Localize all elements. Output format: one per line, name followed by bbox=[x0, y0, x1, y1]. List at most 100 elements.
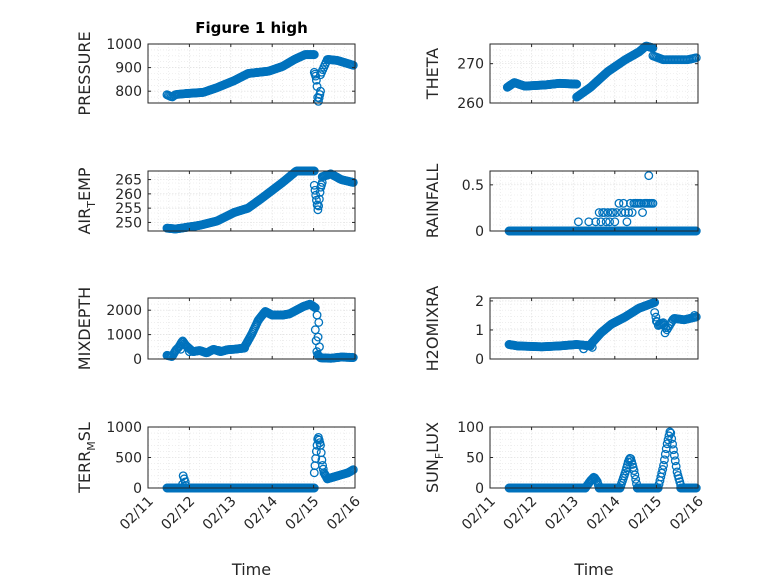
mixdepth-point bbox=[314, 317, 324, 327]
mixdepth-point bbox=[214, 346, 224, 355]
terrmsl-x-tick-label: 02/14 bbox=[241, 493, 281, 533]
h2omixra-axes-border bbox=[489, 297, 699, 360]
airtemp-point bbox=[312, 200, 322, 210]
pressure-axes: 800 900 1000 Figure 1 high PRESSURE bbox=[75, 19, 358, 116]
sunflux-y-label-rest: LUX bbox=[423, 422, 442, 453]
theta-axes-border bbox=[489, 43, 699, 104]
sunflux-point bbox=[670, 456, 680, 466]
sunflux-point bbox=[629, 466, 639, 476]
sunflux-point bbox=[631, 474, 641, 484]
airtemp-y-tick-label: 255 bbox=[115, 201, 142, 217]
h2omixra-point bbox=[650, 308, 660, 317]
h2omixra-series bbox=[504, 297, 701, 354]
terrmsl-x-tick-label: 02/16 bbox=[324, 493, 364, 533]
rainfall-point bbox=[617, 208, 627, 217]
sunflux-x-axis-label: Time bbox=[573, 560, 613, 579]
sunflux-point bbox=[658, 465, 668, 474]
sunflux-point bbox=[669, 450, 679, 460]
rainfall-point bbox=[610, 217, 620, 227]
sunflux-x-tick-label: 02/16 bbox=[667, 493, 707, 533]
terrmsl-x-tick-label: 02/11 bbox=[117, 494, 157, 534]
mixdepth-y-tick-label: 2000 bbox=[106, 303, 142, 319]
sunflux-x-tick-label: 02/13 bbox=[542, 494, 582, 534]
sunflux-y-tick-label: 50 bbox=[466, 451, 484, 467]
theta-axes: 260 270 THETA bbox=[423, 41, 701, 112]
pressure-point bbox=[315, 90, 325, 100]
pressure-y-tick-label: 1000 bbox=[106, 37, 142, 53]
terrmsl-point bbox=[311, 446, 321, 456]
mixdepth-y-axis-label: MIXDEPTH bbox=[75, 287, 94, 370]
pressure-axes-border bbox=[147, 43, 356, 104]
airtemp-point bbox=[314, 201, 324, 211]
terrmsl-y-tick-label: 500 bbox=[115, 451, 142, 467]
terrmsl-y-label-sub: M bbox=[85, 441, 98, 451]
terrmsl-y-label-rest: SL bbox=[75, 422, 94, 441]
rainfall-point bbox=[644, 171, 654, 181]
h2omixra-point bbox=[660, 328, 670, 338]
airtemp-y-label-main: AIR bbox=[75, 208, 94, 235]
mixdepth-axes-border bbox=[147, 297, 356, 360]
pressure-point bbox=[313, 96, 323, 106]
rainfall-point bbox=[636, 198, 646, 208]
terrmsl-y-label-main: TERR bbox=[75, 451, 94, 494]
pressure-series bbox=[162, 50, 358, 106]
rainfall-y-tick-label: 0 bbox=[475, 224, 484, 240]
theta-y-axis-label: THETA bbox=[423, 48, 442, 100]
airtemp-point bbox=[313, 205, 323, 215]
rainfall-y-label-main: RAINFALL bbox=[423, 164, 442, 239]
pressure-title: Figure 1 high bbox=[195, 19, 308, 37]
rainfall-point bbox=[596, 217, 606, 227]
rainfall-point bbox=[605, 217, 615, 227]
sunflux-point bbox=[669, 445, 678, 455]
sunflux-y-label-sub: F bbox=[433, 453, 446, 459]
sunflux-x-tick-label: 02/14 bbox=[584, 493, 624, 533]
rainfall-point bbox=[624, 208, 634, 217]
sunflux-point bbox=[660, 449, 670, 459]
rainfall-point bbox=[648, 198, 658, 208]
theta-y-tick-label: 270 bbox=[457, 57, 484, 73]
airtemp-y-tick-label: 265 bbox=[115, 173, 142, 189]
pressure-point bbox=[314, 93, 324, 103]
airtemp-y-label-rest: EMP bbox=[75, 167, 94, 201]
rainfall-point bbox=[619, 198, 628, 208]
airtemp-y-tick-label: 260 bbox=[115, 187, 142, 203]
sunflux-x-tick-label: 02/15 bbox=[625, 494, 665, 534]
rainfall-point bbox=[601, 217, 611, 227]
terrmsl-y-axis-label: TERRMSL bbox=[75, 422, 98, 494]
theta-point bbox=[572, 79, 582, 89]
rainfall-point bbox=[638, 208, 647, 217]
pressure-y-tick-label: 900 bbox=[115, 61, 142, 77]
terrmsl-x-tick-label: 02/13 bbox=[200, 494, 240, 534]
h2omixra-point bbox=[691, 312, 701, 322]
pressure-y-tick-label: 800 bbox=[115, 84, 142, 100]
sunflux-x-tick-label: 02/11 bbox=[459, 494, 499, 534]
sunflux-point bbox=[662, 439, 672, 449]
rainfall-axes-border bbox=[489, 170, 699, 232]
mixdepth-point bbox=[315, 342, 324, 352]
sunflux-point bbox=[668, 439, 678, 449]
terrmsl-point bbox=[180, 477, 190, 487]
rainfall-point bbox=[625, 198, 635, 208]
airtemp-point bbox=[348, 177, 358, 187]
mixdepth-series bbox=[162, 299, 358, 363]
terrmsl-x-axis-label: Time bbox=[231, 560, 271, 579]
mixdepth-y-tick-label: 1000 bbox=[106, 328, 142, 344]
h2omixra-axes: 0 1 2 H2OMIXRA bbox=[423, 286, 701, 372]
pressure-point bbox=[316, 86, 325, 96]
rainfall-point bbox=[627, 208, 637, 217]
terrmsl-axes: 0 500 1000 02/11 02/12 02/13 02/14 02/15 02/16 Ti… bbox=[75, 420, 364, 579]
sunflux-point bbox=[667, 434, 677, 444]
theta-plot-area bbox=[489, 43, 699, 104]
rainfall-point bbox=[584, 217, 594, 227]
h2omixra-y-tick-label: 0 bbox=[475, 352, 484, 368]
airtemp-y-label-sub: T bbox=[85, 201, 98, 209]
rainfall-y-tick-label: 0.5 bbox=[462, 178, 484, 194]
pressure-y-axis-label: PRESSURE bbox=[75, 31, 94, 115]
sunflux-y-tick-label: 100 bbox=[457, 420, 484, 436]
rainfall-point bbox=[603, 208, 613, 217]
h2omixra-y-label-main: H2OMIXRA bbox=[423, 286, 442, 372]
rainfall-axes: 0 0.5 RAINFALL bbox=[423, 164, 701, 240]
mixdepth-point bbox=[184, 347, 194, 357]
rainfall-point bbox=[612, 208, 621, 217]
